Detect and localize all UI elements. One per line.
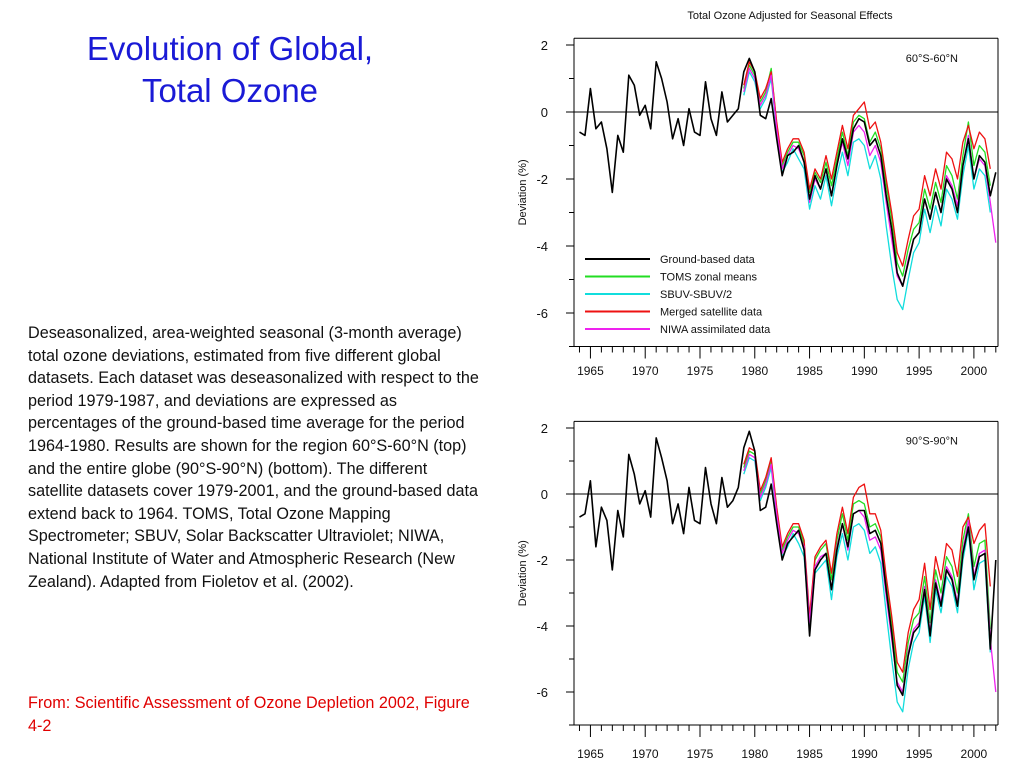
x-tick-label: 1970 <box>632 747 659 761</box>
legend-label: NIWA assimilated data <box>660 324 771 336</box>
x-tick-label: 1970 <box>632 364 659 378</box>
x-tick-label: 2000 <box>961 747 988 761</box>
x-tick-label: 2000 <box>961 364 988 378</box>
figure-title: Total Ozone Adjusted for Seasonal Effect… <box>687 10 893 22</box>
chart-legend: Ground-based data TOMS zonal means SBUV-SB… <box>585 254 771 336</box>
y-tick-label: -6 <box>536 306 548 321</box>
region-label: 60°S-60°N <box>906 53 958 65</box>
legend-label: TOMS zonal means <box>660 272 758 284</box>
slide-title-line-1: Evolution of Global, <box>86 30 374 67</box>
y-tick-label: -4 <box>536 619 548 634</box>
x-tick-label: 1975 <box>687 747 714 761</box>
y-tick-label: 0 <box>541 487 548 502</box>
legend-label: SBUV-SBUV/2 <box>660 289 732 301</box>
y-axis-label: Deviation (%) <box>517 159 529 225</box>
x-tick-label: 1975 <box>687 364 714 378</box>
x-tick-label: 1985 <box>796 747 823 761</box>
x-tick-label: 1990 <box>851 364 878 378</box>
y-tick-label: 0 <box>541 105 548 120</box>
x-tick-label: 1980 <box>741 747 768 761</box>
x-tick-label: 1995 <box>906 364 933 378</box>
y-tick-label: 2 <box>541 38 548 53</box>
y-tick-label: 2 <box>541 421 548 436</box>
x-tick-label: 1995 <box>906 747 933 761</box>
y-tick-label: -2 <box>536 553 548 568</box>
x-tick-label: 1980 <box>741 364 768 378</box>
series-line-toms-zonal-means <box>743 450 991 683</box>
y-tick-label: -4 <box>536 239 548 254</box>
legend-label: Ground-based data <box>660 254 756 266</box>
legend-label: Merged satellite data <box>660 307 763 319</box>
series-line-merged-satellite-data <box>743 447 991 673</box>
chart-panel-1: -6 -4 -2 0 2 Deviation (%) 1965 1970 1975 1980 198… <box>517 37 999 378</box>
source-citation: From: Scientific Assessment of Ozone Dep… <box>28 694 470 735</box>
y-tick-label: -6 <box>536 685 548 700</box>
x-tick-label: 1990 <box>851 747 878 761</box>
series-line-ground-based-data <box>579 430 997 697</box>
chart-panel-2: -6 -4 -2 0 2 Deviation (%) 1965 1970 1975 1980 198… <box>517 420 999 761</box>
x-tick-label: 1965 <box>577 747 604 761</box>
slide-title-line-2: Total Ozone <box>141 72 319 109</box>
y-axis-label: Deviation (%) <box>517 540 529 606</box>
x-tick-label: 1985 <box>796 364 823 378</box>
y-tick-label: -2 <box>536 172 548 187</box>
series-line-merged-satellite-data <box>743 61 991 267</box>
figure-caption: Deseasonalized, area-weighted seasonal (… <box>28 324 479 591</box>
series-line-ground-based-data <box>579 57 997 288</box>
slide-title: Evolution of Global, Total Ozone <box>20 28 440 112</box>
x-tick-label: 1965 <box>577 364 604 378</box>
region-label: 90°S-90°N <box>906 436 958 448</box>
